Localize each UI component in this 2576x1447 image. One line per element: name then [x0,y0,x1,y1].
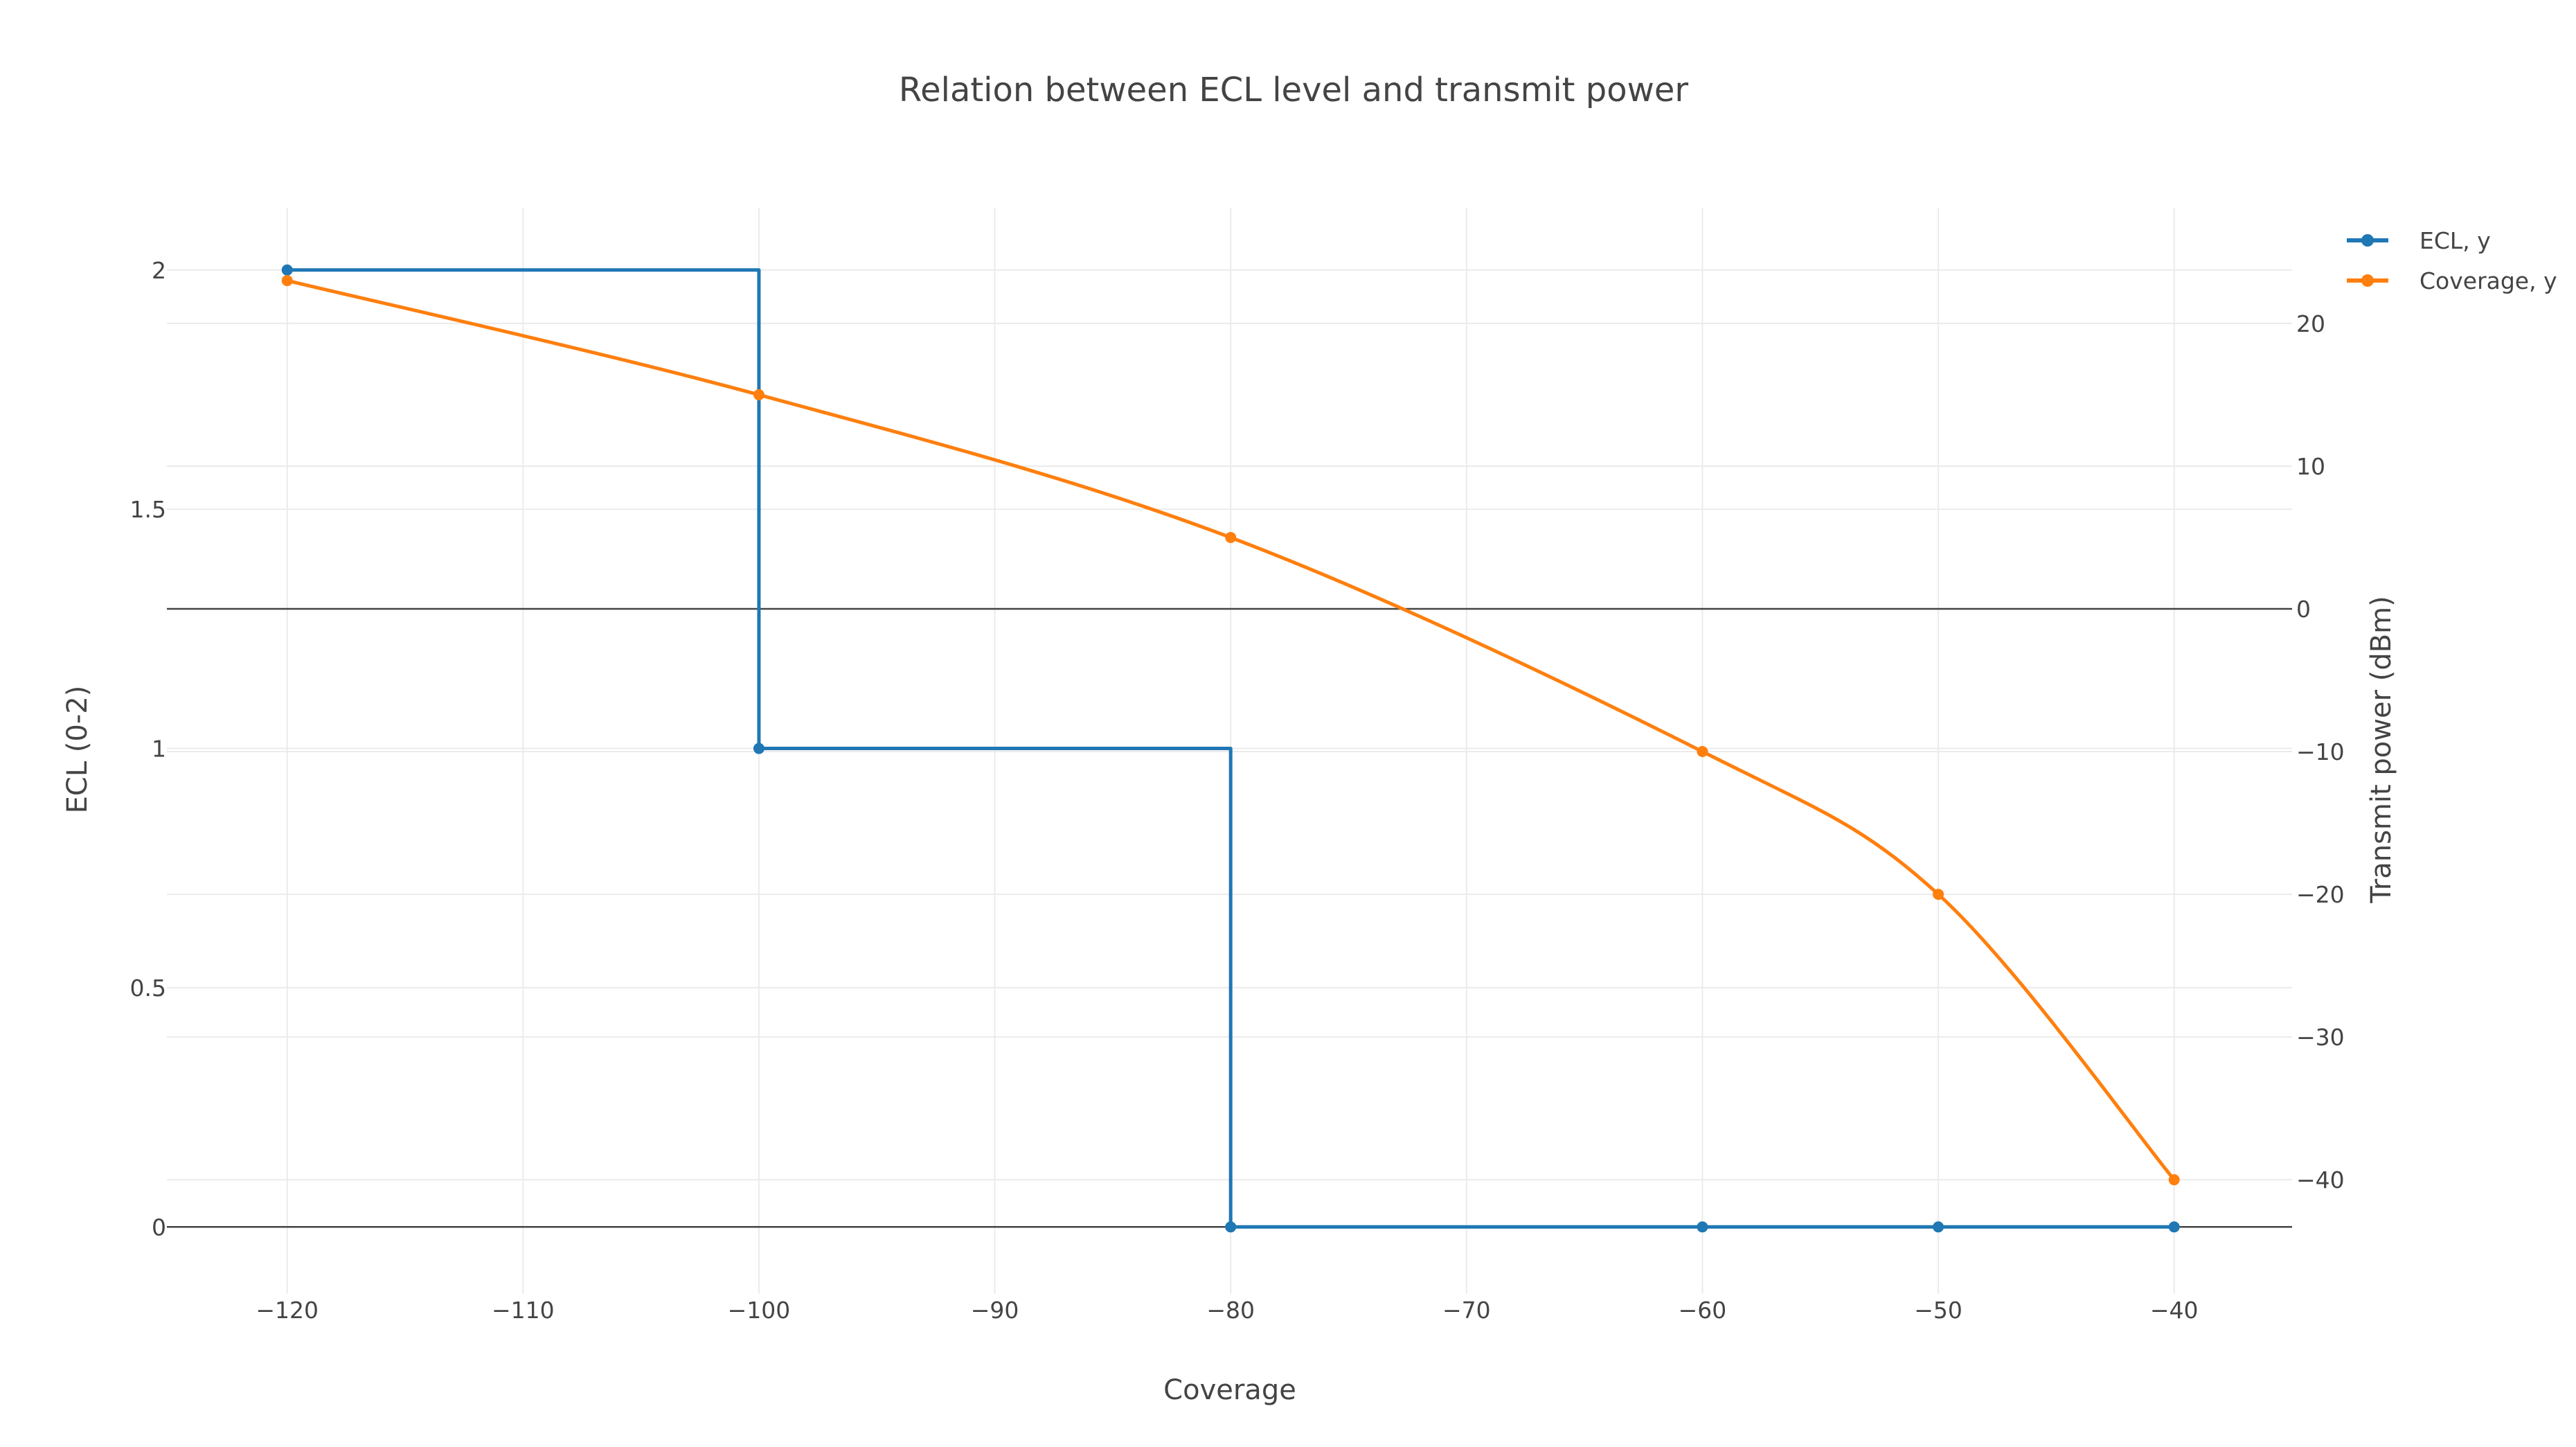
x-tick-label: −60 [1679,1297,1727,1324]
y-tick-label: 0 [152,1214,166,1241]
y2-tick-label: 10 [2296,453,2325,480]
y-tick-label: 0.5 [130,975,166,1002]
x-tick-label: −110 [492,1297,555,1324]
legend-item-coverage[interactable]: Coverage, y [2347,267,2557,294]
x-axis-title: Coverage [1163,1374,1296,1406]
legend-swatch-marker [2361,274,2374,287]
y2-axis-title: Transmit power (dBm) [2365,596,2397,904]
legend-item-ecl[interactable]: ECL, y [2347,227,2491,254]
series-line-1 [287,278,2176,1181]
data-point [1225,531,1237,543]
legend-label: ECL, y [2420,227,2491,254]
data-point [281,275,293,287]
y2-tick-label: 0 [2296,596,2311,623]
data-point [1933,1221,1944,1233]
y2-tick-label: 20 [2296,310,2325,337]
y2-tick-label: −40 [2296,1166,2345,1193]
data-point [2168,1174,2180,1186]
tick-labels: −120 −110 −100 −90 −80 −70 −60 −50 −4000.511.52−… [130,257,2345,1324]
data-point [1697,1221,1708,1233]
data-point [281,264,293,276]
y2-tick-label: −20 [2296,881,2345,908]
data-point [753,389,764,400]
y2-tick-label: −30 [2296,1024,2345,1051]
y2-tick-label: −10 [2296,738,2345,765]
x-tick-label: −80 [1206,1297,1255,1324]
y-tick-label: 2 [152,257,166,284]
legend[interactable]: ECL, y Coverage, y [2347,227,2557,294]
legend-label: Coverage, y [2420,267,2557,294]
y-axis-title: ECL (0-2) [62,686,93,814]
x-tick-label: −120 [256,1297,319,1324]
x-tick-label: −100 [728,1297,791,1324]
x-tick-label: −90 [971,1297,1019,1324]
x-tick-label: −50 [1914,1297,1962,1324]
chart-title: Relation between ECL level and transmit … [899,71,1689,109]
legend-swatch-marker [2361,234,2374,247]
data-point [753,743,764,754]
data-point [1697,746,1708,758]
series-line-0 [287,268,2174,1229]
data-point [2168,1221,2180,1233]
x-tick-label: −40 [2150,1297,2199,1324]
y-tick-label: 1.5 [130,496,166,523]
x-tick-label: −70 [1442,1297,1491,1324]
series-layer [281,264,2180,1233]
data-point [1933,889,1944,900]
y-tick-label: 1 [152,736,166,763]
data-point [1225,1221,1237,1233]
